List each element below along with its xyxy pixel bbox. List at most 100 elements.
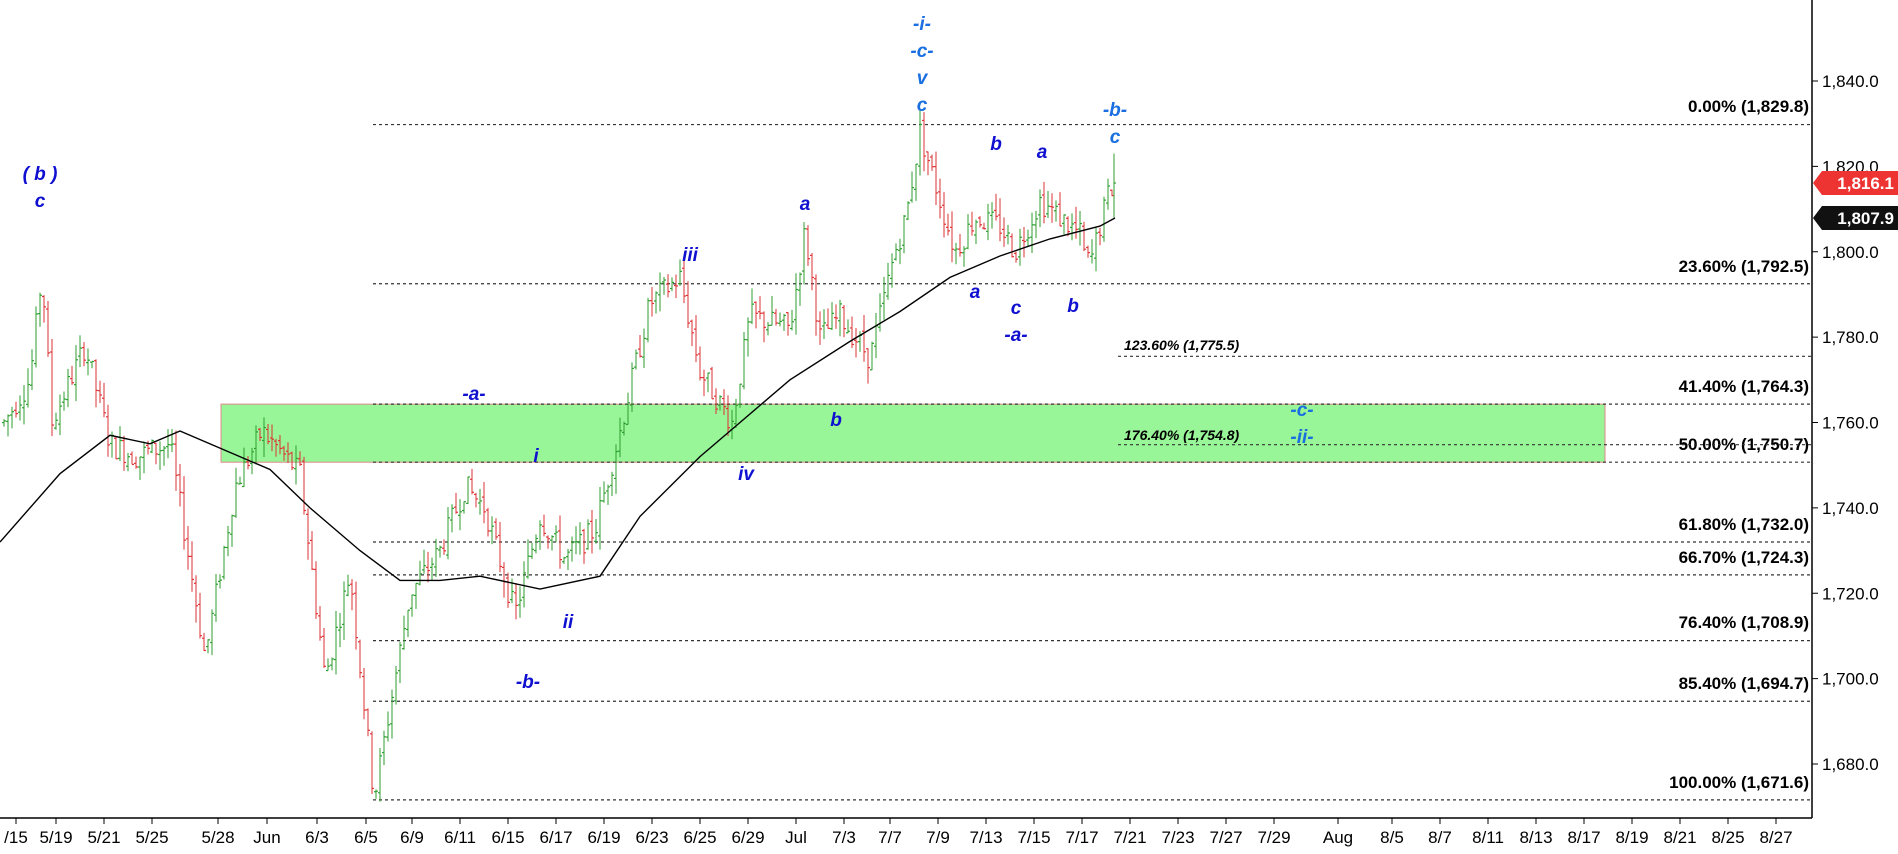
x-tick-label: 7/17 bbox=[1065, 828, 1098, 847]
candle bbox=[474, 492, 478, 508]
wave-label-line: -c- bbox=[910, 41, 933, 62]
candle bbox=[2, 418, 6, 427]
candle bbox=[614, 444, 618, 494]
candle bbox=[266, 423, 270, 445]
wave-label-line: a bbox=[970, 282, 981, 303]
candle bbox=[798, 272, 802, 306]
wave-label-line: c bbox=[1011, 298, 1022, 319]
x-tick-label: 7/15 bbox=[1017, 828, 1050, 847]
candle bbox=[822, 309, 826, 340]
wave-label-line: c bbox=[1110, 127, 1121, 148]
candle bbox=[454, 492, 458, 514]
candle bbox=[990, 202, 994, 229]
price-badge-shape bbox=[1813, 206, 1898, 231]
candle bbox=[1094, 227, 1098, 272]
candle bbox=[138, 456, 142, 480]
candle bbox=[374, 789, 378, 799]
candle bbox=[258, 427, 262, 441]
wave-label: -a- bbox=[462, 384, 485, 405]
candle bbox=[870, 341, 874, 371]
candle bbox=[470, 468, 474, 495]
candle bbox=[754, 301, 758, 329]
candle bbox=[194, 575, 198, 623]
candle bbox=[634, 349, 638, 370]
candle bbox=[298, 451, 302, 466]
candle bbox=[742, 332, 746, 390]
candle bbox=[598, 486, 602, 550]
candle bbox=[542, 514, 546, 537]
candle bbox=[362, 668, 366, 720]
candle bbox=[946, 213, 950, 236]
candle bbox=[546, 535, 550, 549]
candle bbox=[74, 345, 78, 402]
x-tick-label: 7/27 bbox=[1209, 828, 1242, 847]
candle bbox=[22, 385, 26, 425]
candle bbox=[690, 319, 694, 347]
wave-label-line: c bbox=[35, 191, 46, 212]
candle bbox=[30, 349, 34, 391]
candle bbox=[1110, 189, 1114, 197]
candle bbox=[954, 242, 958, 265]
y-tick-label: 1,840.0 bbox=[1822, 72, 1879, 91]
candle bbox=[302, 456, 306, 515]
candle bbox=[1034, 210, 1038, 239]
wave-label-line: -b- bbox=[1103, 100, 1127, 121]
candle bbox=[322, 627, 326, 668]
candle bbox=[482, 481, 486, 524]
candle bbox=[538, 520, 542, 550]
wave-label: b bbox=[830, 410, 842, 431]
candle bbox=[1082, 221, 1086, 252]
x-tick-label: 8/17 bbox=[1567, 828, 1600, 847]
candle bbox=[114, 436, 118, 460]
projection-label: 176.40% (1,754.8) bbox=[1124, 427, 1240, 443]
candle bbox=[882, 276, 886, 320]
candle bbox=[830, 302, 834, 330]
candle bbox=[410, 594, 414, 617]
y-tick-label: 1,780.0 bbox=[1822, 328, 1879, 347]
candle bbox=[1014, 251, 1018, 263]
candle bbox=[462, 501, 466, 514]
candle bbox=[122, 435, 126, 471]
wave-label-line: -a- bbox=[1004, 325, 1027, 346]
candle bbox=[618, 417, 622, 458]
candle bbox=[14, 401, 18, 418]
candle bbox=[314, 561, 318, 619]
x-tick-label: 8/19 bbox=[1615, 828, 1648, 847]
y-tick-label: 1,740.0 bbox=[1822, 499, 1879, 518]
candle bbox=[654, 291, 658, 314]
candle bbox=[202, 632, 206, 652]
candle bbox=[150, 439, 154, 454]
candle bbox=[254, 425, 258, 465]
candle bbox=[650, 286, 654, 317]
candle bbox=[246, 455, 250, 470]
candle bbox=[330, 657, 334, 671]
wave-label-line: -a- bbox=[462, 384, 485, 405]
candle bbox=[422, 549, 426, 574]
y-tick-label: 1,760.0 bbox=[1822, 414, 1879, 433]
candle bbox=[762, 311, 766, 343]
candle bbox=[922, 112, 926, 172]
candle bbox=[318, 606, 322, 641]
candle bbox=[1078, 210, 1082, 246]
price-badge: 1,807.9 bbox=[1813, 206, 1898, 231]
wave-label-line: -c- bbox=[1290, 400, 1313, 421]
candle bbox=[6, 414, 10, 437]
x-tick-label: 8/5 bbox=[1380, 828, 1404, 847]
wave-label-line: ( b ) bbox=[23, 164, 58, 185]
candle bbox=[910, 171, 914, 203]
fibonacci-levels: 0.00% (1,829.8) 23.60% (1,792.5) 41.40% (1… bbox=[373, 97, 1812, 801]
candle bbox=[958, 233, 962, 257]
candle bbox=[242, 447, 246, 488]
candle bbox=[518, 586, 522, 618]
candle bbox=[386, 711, 390, 742]
candle bbox=[90, 360, 94, 369]
x-tick-label: 8/7 bbox=[1428, 828, 1452, 847]
candle bbox=[666, 274, 670, 298]
candle bbox=[706, 372, 710, 393]
target-zone bbox=[220, 403, 1606, 463]
candle bbox=[590, 510, 594, 554]
candle bbox=[942, 192, 946, 238]
wave-label: b bbox=[990, 134, 1002, 155]
target-zone-layer bbox=[220, 403, 1606, 463]
x-tick-label: 7/7 bbox=[878, 828, 902, 847]
